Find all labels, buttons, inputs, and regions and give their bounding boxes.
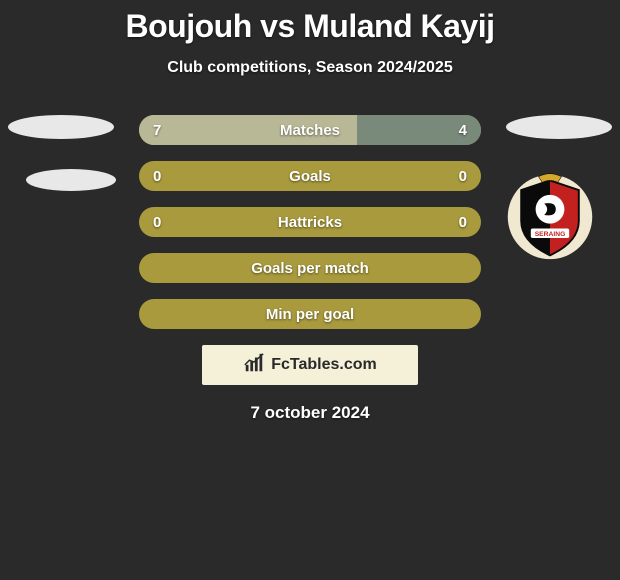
stat-value-right: 4 (459, 122, 467, 139)
stat-row: Min per goal (139, 299, 481, 329)
stat-value-left: 7 (153, 122, 161, 139)
stat-label: Goals (289, 168, 331, 185)
stat-row: 7 4 Matches (139, 115, 481, 145)
svg-text:SERAING: SERAING (535, 231, 566, 238)
date-line: 7 october 2024 (0, 403, 620, 423)
club-right-badge-icon: SERAING (502, 167, 598, 263)
stat-label: Hattricks (278, 214, 342, 231)
subtitle: Club competitions, Season 2024/2025 (0, 59, 620, 77)
stat-row: 0 0 Hattricks (139, 207, 481, 237)
stat-rows: 7 4 Matches 0 0 Goals 0 0 Hattricks Goals per mat… (139, 115, 481, 329)
stat-row: Goals per match (139, 253, 481, 283)
stat-value-right: 0 (459, 214, 467, 231)
stat-value-left: 0 (153, 168, 161, 185)
infographic-root: Boujouh vs Muland Kayij Club competition… (0, 0, 620, 423)
chart-icon (243, 352, 265, 379)
stat-label: Matches (280, 122, 340, 139)
stats-area: SERAING 7 4 Matches 0 0 Goals 0 0 Hattricks Goals… (0, 115, 620, 329)
stat-value-left: 0 (153, 214, 161, 231)
stat-label: Min per goal (266, 306, 354, 323)
stat-value-right: 0 (459, 168, 467, 185)
club-left-placeholder-icon (26, 169, 116, 191)
stat-row: 0 0 Goals (139, 161, 481, 191)
stat-label: Goals per match (251, 260, 369, 277)
player-left-placeholder-icon (8, 115, 114, 139)
page-title: Boujouh vs Muland Kayij (0, 0, 620, 45)
branding-text: FcTables.com (271, 356, 377, 374)
branding-box: FcTables.com (202, 345, 418, 385)
player-right-placeholder-icon (506, 115, 612, 139)
